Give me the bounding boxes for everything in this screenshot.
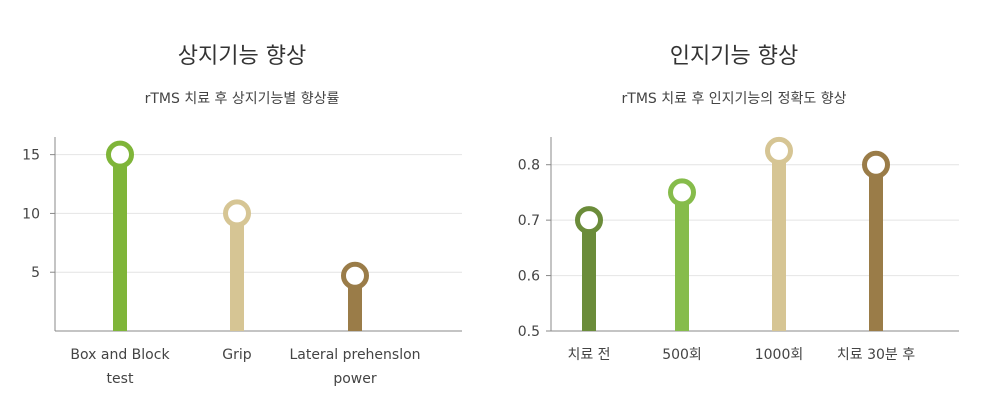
- data-point: [106, 140, 134, 169]
- bar-stem: [230, 213, 244, 331]
- y-tick-label: 0.5: [518, 324, 540, 340]
- data-point: [341, 261, 369, 290]
- y-tick-label: 10: [22, 206, 40, 222]
- chart-subtitle: rTMS 치료 후 상지기능별 향상률: [144, 91, 340, 107]
- bar-stem: [113, 154, 127, 331]
- y-tick-label: 0.6: [518, 269, 540, 285]
- x-tick-label: Box and Block: [70, 347, 170, 363]
- bar-stem: [772, 150, 786, 331]
- data-point: [862, 150, 890, 179]
- y-tick-label: 15: [22, 148, 40, 164]
- chart-panel-upper-limb: 상지기능 향상 rTMS 치료 후 상지기능별 향상률 5 10 15 Box and…: [0, 0, 484, 419]
- chart-title: 인지기능 향상: [669, 44, 799, 69]
- x-tick-label: test: [107, 371, 134, 387]
- y-tick-label: 5: [31, 265, 40, 281]
- bar-stem: [582, 220, 596, 331]
- x-tick-label: 1000회: [755, 347, 804, 363]
- x-tick-label: power: [333, 371, 377, 387]
- chart-plot-upper-limb: 5 10 15 Box and Block test Grip Lateral prehen…: [22, 137, 462, 387]
- chart-panel-cognitive: 인지기능 향상 rTMS 치료 후 인지기능의 정확도 향상 0.5 0.6 0.7…: [484, 0, 984, 419]
- x-tick-label: 치료 30분 후: [837, 347, 915, 363]
- bar-stem: [348, 275, 362, 331]
- bar-stem: [869, 164, 883, 331]
- x-tick-label: 500회: [662, 347, 702, 363]
- chart-title: 상지기능 향상: [177, 44, 307, 69]
- y-tick-label: 0.7: [518, 213, 540, 229]
- bar-stem: [675, 192, 689, 331]
- chart-plot-cognitive: 0.5 0.6 0.7 0.8 치료 전 500회 1000회 치료 30분 후: [518, 136, 959, 363]
- data-point: [765, 136, 793, 165]
- chart-subtitle: rTMS 치료 후 인지기능의 정확도 향상: [621, 91, 847, 107]
- x-tick-label: Grip: [222, 347, 251, 363]
- data-point: [575, 206, 603, 235]
- x-tick-label: 치료 전: [567, 347, 610, 363]
- data-point: [668, 178, 696, 207]
- x-tick-label: Lateral prehenslon: [289, 347, 420, 363]
- data-point: [223, 199, 251, 228]
- y-tick-label: 0.8: [518, 158, 540, 174]
